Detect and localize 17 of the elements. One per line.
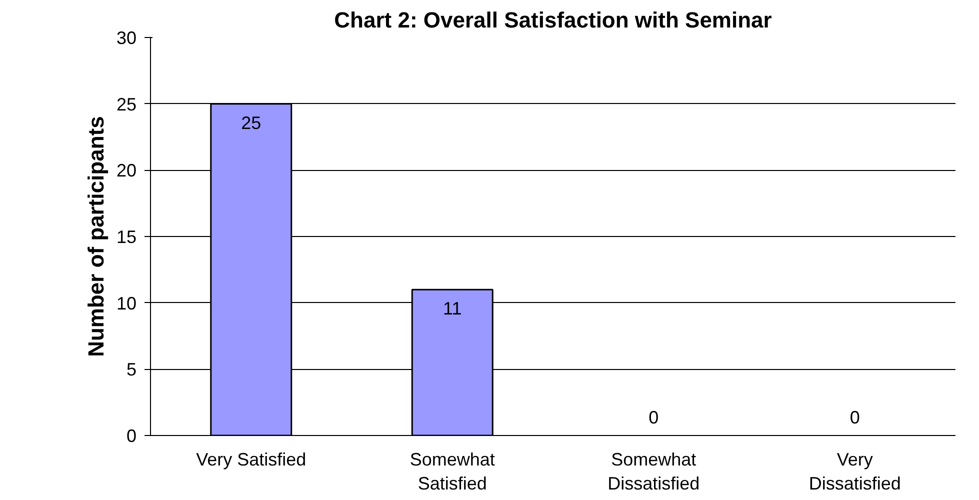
- y-tick-label: 0: [126, 426, 137, 446]
- y-tick-label: 20: [116, 160, 137, 181]
- x-tick-label: Very Satisfied: [196, 450, 306, 470]
- y-tick-label: 30: [116, 28, 137, 48]
- y-tick-label: 15: [116, 227, 137, 247]
- data-label: 0: [850, 408, 860, 428]
- y-tick-label: 25: [116, 94, 137, 114]
- y-tick-label: 5: [126, 360, 137, 380]
- y-axis-title: Number of participants: [83, 116, 108, 357]
- chart-title: Chart 2: Overall Satisfaction with Seminar: [334, 8, 772, 32]
- data-label: 0: [648, 408, 659, 428]
- x-tick-label: Very Dissatisfied: [808, 450, 901, 494]
- y-tick-label: 10: [116, 293, 137, 314]
- x-tick-label: Somewhat Satisfied: [410, 450, 495, 494]
- data-label: 25: [241, 112, 262, 133]
- data-label: 11: [443, 298, 462, 319]
- x-tick-label: Somewhat Dissatisfied: [608, 450, 700, 494]
